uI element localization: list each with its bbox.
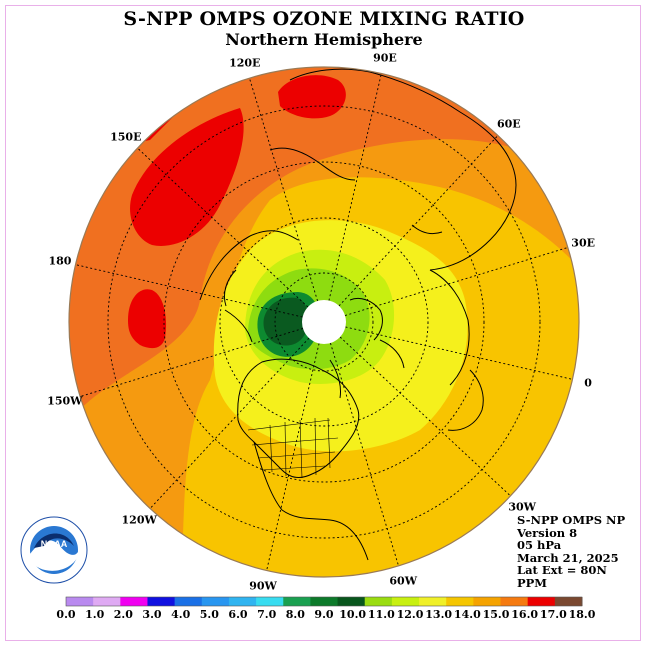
- colorbar-tick-label: 2.0: [113, 608, 133, 621]
- colorbar-tick-label: 14.0: [453, 608, 481, 621]
- colorbar-outline: [65, 596, 583, 607]
- colorbar-swatch: [446, 597, 474, 606]
- colorbar-swatch: [201, 597, 230, 606]
- colorbar: [65, 596, 583, 607]
- colorbar-swatch: [93, 597, 121, 606]
- colorbar-swatch: [500, 597, 529, 606]
- colorbar-tick-label: 18.0: [568, 608, 596, 621]
- page-subtitle: Northern Hemisphere: [225, 30, 423, 49]
- meridians: [75, 73, 573, 571]
- map-boundary: [68, 66, 580, 578]
- longitude-label: 90W: [249, 579, 277, 593]
- longitude-label: 30E: [571, 236, 596, 250]
- colorbar-tick-label: 11.0: [367, 608, 395, 621]
- info-version: Version 8: [517, 525, 578, 540]
- colorbar-tick-label: 5.0: [199, 608, 219, 621]
- colorbar-tick-label: 9.0: [314, 608, 334, 621]
- colorbar-swatch: [174, 597, 203, 606]
- longitude-label: 120W: [121, 513, 157, 527]
- colorbar-swatch: [364, 597, 393, 606]
- colorbar-tick-label: 7.0: [257, 608, 277, 621]
- info-lat-extent: Lat Ext = 80N: [517, 563, 607, 578]
- info-units: PPM: [517, 575, 548, 590]
- colorbar-tick-label: 0.0: [56, 608, 76, 621]
- info-pressure-level: 05 hPa: [517, 538, 562, 553]
- colorbar-tick-label: 6.0: [228, 608, 248, 621]
- colorbar-swatch: [147, 597, 176, 606]
- longitude-label: 150W: [47, 394, 83, 408]
- colorbar-tick-label: 1.0: [85, 608, 105, 621]
- colorbar-swatch: [66, 597, 94, 606]
- colorbar-tick-label: 3.0: [142, 608, 162, 621]
- info-panel: S-NPP OMPS NP Version 8 05 hPa March 21,…: [517, 514, 625, 590]
- max-region-siberia: [278, 75, 346, 119]
- dark-green-region: [263, 297, 309, 346]
- longitude-label: 0: [584, 376, 592, 390]
- info-instrument: S-NPP OMPS NP: [517, 513, 626, 527]
- colorbar-tick-label: 13.0: [425, 608, 453, 621]
- colorbar-swatch: [473, 597, 502, 606]
- colorbar-swatch: [228, 597, 257, 606]
- colorbar-swatch: [391, 597, 420, 606]
- graticule: [107, 105, 541, 539]
- longitude-label: 90E: [373, 51, 397, 65]
- polar-data-gap: [302, 300, 346, 344]
- coastlines: [199, 68, 517, 561]
- states-grid: [247, 417, 339, 479]
- colorbar-swatch: [527, 597, 556, 606]
- longitude-label: 150E: [110, 130, 142, 144]
- colorbar-swatch: [337, 597, 366, 606]
- colorbar-swatch: [419, 597, 447, 606]
- longitude-label: 60W: [389, 574, 418, 588]
- colorbar-tick-label: 15.0: [482, 608, 510, 621]
- colorbar-tick-label: 16.0: [511, 608, 539, 621]
- colorbar-tick-label: 17.0: [539, 608, 567, 621]
- colorbar-tick-label: 4.0: [171, 608, 191, 621]
- info-date: March 21, 2025: [517, 550, 619, 565]
- noaa-logo: NOAA: [20, 516, 88, 584]
- colorbar-tick-label: 8.0: [285, 608, 305, 621]
- max-region-dateline: [128, 289, 167, 349]
- longitude-label: 180: [48, 254, 72, 268]
- noaa-logo-text: NOAA: [41, 539, 68, 549]
- figure-frame: [5, 5, 641, 641]
- colorbar-tick-label: 10.0: [339, 608, 367, 621]
- colorbar-tick-label: 12.0: [396, 608, 424, 621]
- colorbar-swatch: [256, 597, 284, 606]
- page-title: S-NPP OMPS OZONE MIXING RATIO: [123, 8, 525, 30]
- longitude-label: 30W: [508, 500, 537, 514]
- colorbar-swatch: [310, 597, 339, 606]
- longitude-label: 60E: [496, 117, 521, 131]
- longitude-label: 120E: [229, 56, 261, 70]
- colorbar-swatch: [120, 597, 148, 606]
- colorbar-swatch: [554, 597, 583, 606]
- max-region-north-pacific: [130, 108, 244, 246]
- colorbar-swatch: [283, 597, 311, 606]
